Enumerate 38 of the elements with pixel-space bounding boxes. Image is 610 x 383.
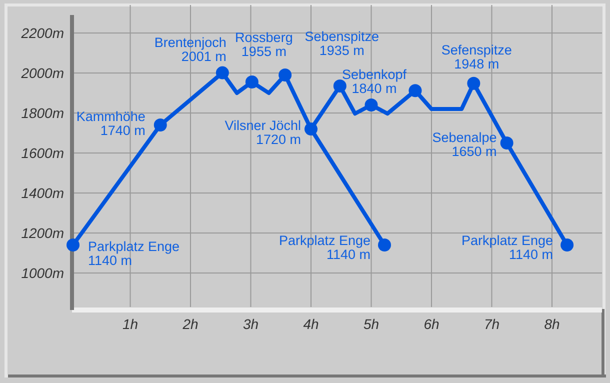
y-tick-label: 1600m: [21, 145, 64, 161]
x-tick-label: 5h: [363, 316, 380, 332]
point: [304, 122, 318, 136]
point: [245, 76, 258, 88]
x-tick-label: 3h: [242, 316, 259, 332]
y-tick-label: 1200m: [21, 225, 64, 241]
y-tick-label: 1800m: [21, 105, 64, 121]
y-tick-label: 2000m: [20, 65, 64, 81]
annotation: Sebenspitze 1935 m: [304, 29, 380, 58]
x-tick-label: 8h: [544, 316, 560, 332]
y-tick-label: 1400m: [21, 185, 64, 201]
y-tick-label: 2200m: [20, 25, 64, 41]
annotation: Parkplatz Enge 1140 m: [88, 239, 180, 268]
x-tick-label: 1h: [122, 316, 138, 332]
annotation: Sebenalpe 1650 m: [432, 130, 497, 159]
point: [378, 238, 391, 252]
annotation: Kammhöhe 1740 m: [76, 109, 146, 138]
point: [467, 76, 480, 90]
point: [154, 118, 167, 132]
point: [278, 68, 292, 82]
point: [216, 66, 229, 80]
x-tick-label: 6h: [424, 316, 440, 332]
x-tick-label: 7h: [484, 316, 500, 332]
y-tick-label: 1000m: [21, 265, 64, 281]
annotation: Brentenjoch 2001 m: [154, 34, 226, 64]
point: [364, 98, 378, 112]
annotation: Parkplatz Enge 1140 m: [278, 233, 370, 262]
x-tick-label: 4h: [303, 316, 319, 332]
point: [408, 84, 422, 98]
point: [66, 238, 80, 252]
point: [500, 136, 514, 150]
annotation: Sebenkopf 1840 m: [342, 67, 407, 96]
point: [560, 238, 574, 252]
x-tick-label: 2h: [182, 316, 198, 332]
annotation: Vilsner Jöchl 1720 m: [224, 118, 301, 147]
annotation: Parkplatz Enge 1140 m: [461, 233, 554, 262]
annotation: Sefenspitze 1948 m: [441, 42, 512, 72]
annotation: Rossberg 1955 m: [235, 30, 293, 59]
